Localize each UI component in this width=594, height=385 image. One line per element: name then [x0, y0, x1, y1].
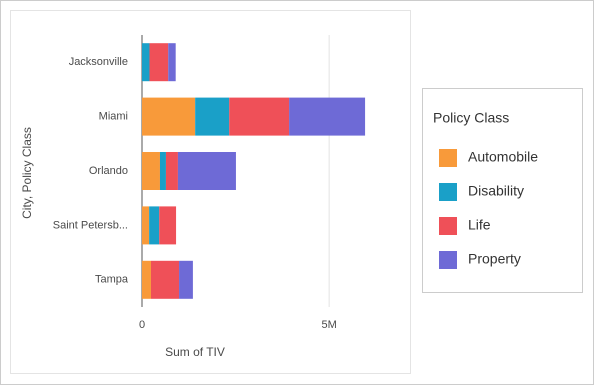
y-axis-label: City, Policy Class [20, 127, 34, 219]
x-tick-label: 5M [322, 319, 337, 331]
legend-label: Property [468, 251, 521, 267]
bar-segment [150, 260, 180, 299]
bar-segment [142, 260, 151, 299]
legend-label: Life [468, 217, 491, 233]
bar-segment [159, 152, 166, 190]
legend-swatch [439, 251, 457, 269]
bar-segment [179, 260, 193, 299]
bar-segment [195, 97, 230, 136]
y-tick-label: Orlando [89, 165, 128, 177]
legend-label: Disability [468, 183, 524, 199]
bar-segment [159, 206, 177, 245]
y-tick-label: Miami [99, 111, 128, 123]
bar-segment [289, 97, 366, 136]
y-tick-label: Saint Petersb... [53, 219, 128, 231]
bar-segment [142, 152, 160, 190]
bar-segment [142, 97, 196, 136]
legend-title: Policy Class [433, 110, 509, 126]
x-tick-label: 0 [139, 319, 145, 331]
bar-segment [165, 152, 178, 190]
bar-segment [142, 43, 150, 82]
bar-segment [229, 97, 290, 136]
legend-label: Automobile [468, 149, 538, 165]
chart-card [10, 10, 411, 374]
bar-segment [149, 206, 160, 245]
bar-segment [142, 206, 150, 245]
legend-swatch [439, 149, 457, 167]
legend-swatch [439, 183, 457, 201]
y-tick-label: Tampa [95, 274, 129, 286]
bar-segment [168, 43, 176, 82]
bar-segment [149, 43, 169, 82]
x-axis-label: Sum of TIV [165, 345, 225, 359]
legend-swatch [439, 217, 457, 235]
y-tick-label: Jacksonville [69, 56, 128, 68]
bar-segment [177, 152, 236, 190]
